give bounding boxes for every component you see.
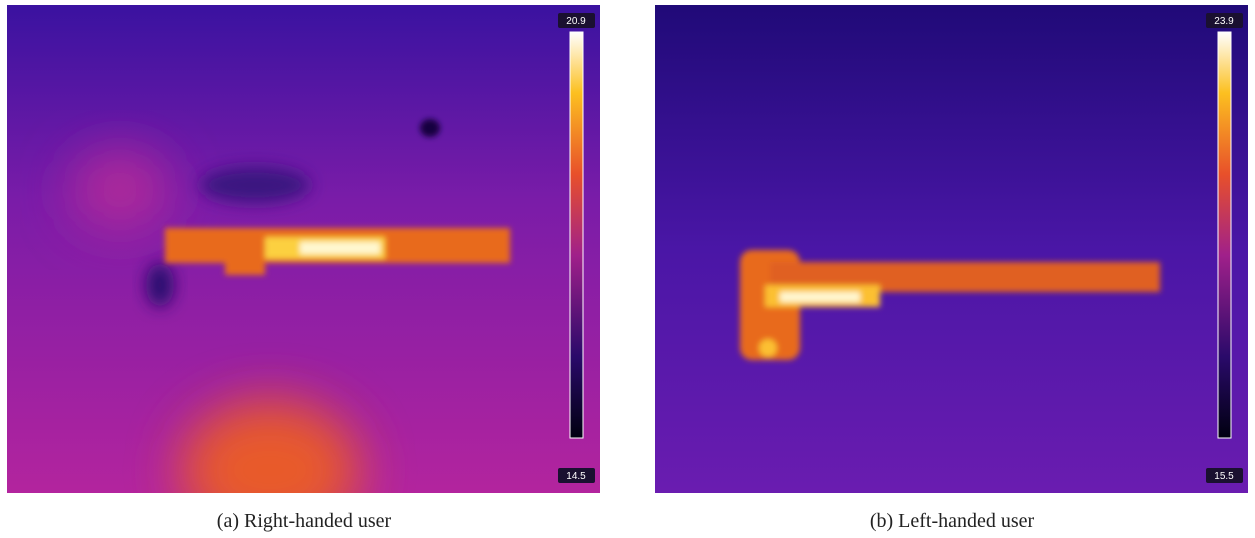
thermal-image-a (7, 5, 600, 538)
figure: 20.9 14.5 23.9 15.5 (a) Right-handed use… (0, 0, 1255, 538)
scale-max: 20.9 (566, 16, 586, 27)
figure-canvas: 20.9 14.5 23.9 15.5 (a) Right-handed use… (0, 0, 1255, 538)
thermal-image-b (655, 5, 1248, 493)
caption: (a) Right-handed user (217, 510, 392, 532)
scale-max: 23.9 (1214, 16, 1234, 27)
caption: (b) Left-handed user (870, 510, 1035, 532)
scale-min: 15.5 (1214, 471, 1234, 482)
scale-min: 14.5 (566, 471, 586, 482)
